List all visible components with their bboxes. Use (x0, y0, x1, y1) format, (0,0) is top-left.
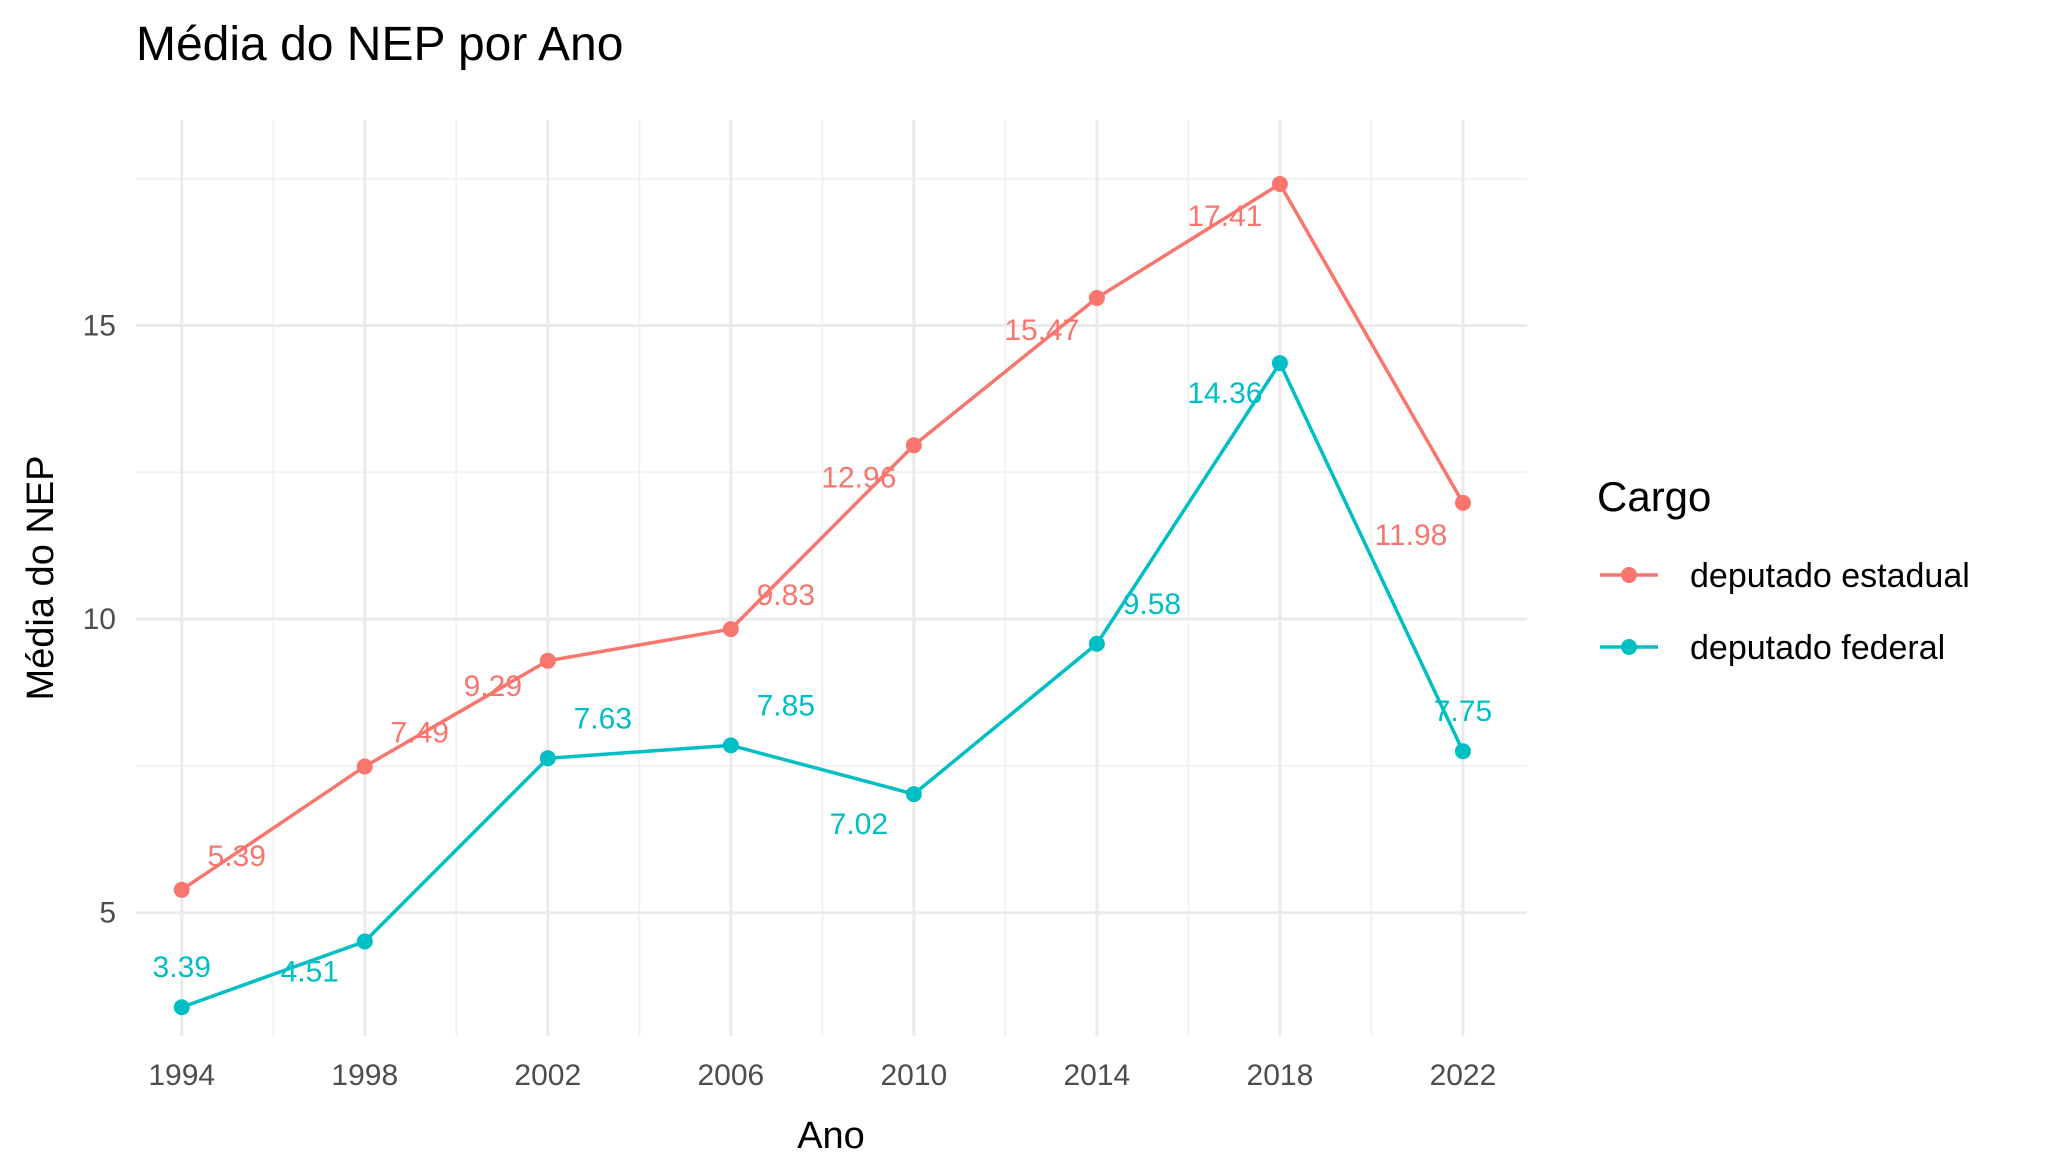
y-tick-label: 10 (83, 603, 116, 636)
data-point (1454, 743, 1471, 760)
data-label: 15.47 (1004, 314, 1079, 347)
data-label: 7.85 (757, 689, 815, 722)
legend-entry: deputado federal (1690, 629, 1945, 667)
x-tick-label: 2010 (880, 1059, 947, 1092)
data-label: 12.96 (821, 461, 896, 494)
x-axis-title: Ano (797, 1115, 865, 1157)
legend-title: Cargo (1597, 473, 1711, 520)
data-point (173, 881, 190, 898)
x-tick-labels: 1994 1998 2002 2006 2010 2014 2018 2022 (148, 1059, 1496, 1092)
data-point (1088, 635, 1105, 652)
legend-key-point (1621, 567, 1637, 583)
data-point (1088, 289, 1105, 306)
data-point (1271, 355, 1288, 372)
y-axis-title: Média do NEP (20, 455, 62, 700)
data-label-layer: 5.39 7.49 9.29 9.83 12.96 15.47 17.41 11.98 3.39… (153, 200, 1493, 988)
data-point (722, 621, 739, 638)
data-label: 14.36 (1187, 377, 1262, 410)
x-tick-label: 2002 (514, 1059, 581, 1092)
data-label: 9.29 (464, 670, 522, 703)
data-point (356, 758, 373, 775)
x-tick-label: 2014 (1064, 1059, 1131, 1092)
data-point (1454, 494, 1471, 511)
grid (136, 120, 1527, 1036)
data-point (1271, 176, 1288, 193)
data-label: 17.41 (1187, 200, 1262, 233)
data-label: 7.49 (391, 716, 449, 749)
series-layer (173, 176, 1471, 1016)
data-point (539, 652, 556, 669)
x-tick-label: 2018 (1247, 1059, 1314, 1092)
series-line (181, 359, 1465, 1009)
y-tick-label: 5 (99, 897, 116, 930)
data-label: 11.98 (1375, 519, 1448, 552)
x-tick-label: 2022 (1430, 1059, 1497, 1092)
data-point (905, 786, 922, 803)
y-tick-label: 15 (83, 310, 116, 343)
data-label: 7.02 (830, 808, 888, 841)
data-label: 4.51 (281, 955, 339, 988)
legend-key-point (1621, 639, 1637, 655)
data-label: 7.63 (574, 702, 632, 735)
x-tick-label: 2006 (697, 1059, 764, 1092)
data-label: 3.39 (153, 951, 211, 984)
x-tick-label: 1994 (148, 1059, 215, 1092)
x-tick-label: 1998 (331, 1059, 398, 1092)
data-point (173, 999, 190, 1016)
chart-title: Média do NEP por Ano (136, 18, 623, 71)
legend-entry: deputado estadual (1690, 557, 1970, 595)
data-label: 5.39 (208, 840, 266, 873)
data-point (722, 737, 739, 754)
y-tick-labels: 5 10 15 (83, 310, 116, 930)
data-label: 9.83 (757, 579, 815, 612)
data-point (539, 750, 556, 767)
data-point (905, 437, 922, 454)
data-label: 7.75 (1434, 695, 1492, 728)
series-line (180, 181, 1465, 892)
data-point (356, 933, 373, 950)
data-label: 9.58 (1123, 588, 1181, 621)
legend: Cargo deputado estadual deputado federal (1597, 473, 1970, 667)
